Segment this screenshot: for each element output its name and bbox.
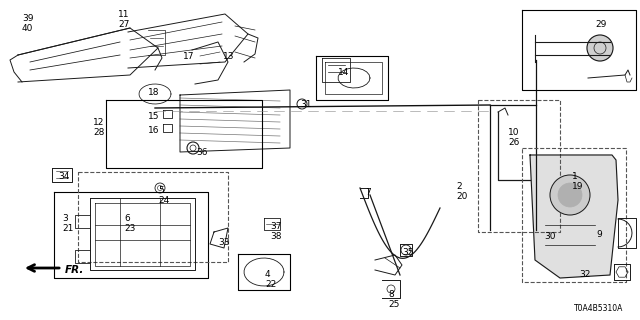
Text: 17: 17 — [183, 52, 195, 61]
Text: 11
27: 11 27 — [118, 10, 129, 29]
Text: 35: 35 — [402, 248, 413, 257]
Text: 34: 34 — [58, 172, 69, 181]
Text: 12
28: 12 28 — [93, 118, 104, 137]
Polygon shape — [530, 155, 618, 278]
Text: T0A4B5310A: T0A4B5310A — [574, 304, 623, 313]
Text: 10
26: 10 26 — [508, 128, 520, 147]
Text: 1
19: 1 19 — [572, 172, 584, 191]
Text: 33: 33 — [218, 238, 230, 247]
Text: 9: 9 — [596, 230, 602, 239]
Text: 2
20: 2 20 — [456, 182, 467, 201]
Text: 32: 32 — [579, 270, 590, 279]
Text: 39
40: 39 40 — [22, 14, 33, 33]
Text: 5
24: 5 24 — [158, 186, 169, 205]
Text: 13: 13 — [223, 52, 234, 61]
Text: 15: 15 — [148, 112, 159, 121]
Text: 18: 18 — [148, 88, 159, 97]
Circle shape — [587, 35, 613, 61]
Text: 37
38: 37 38 — [270, 222, 282, 241]
Circle shape — [550, 175, 590, 215]
Text: FR.: FR. — [65, 265, 84, 275]
Text: 3
21: 3 21 — [62, 214, 74, 233]
Text: 29: 29 — [595, 20, 606, 29]
Circle shape — [558, 183, 582, 207]
Text: 16: 16 — [148, 126, 159, 135]
Text: 14: 14 — [338, 68, 349, 77]
Text: 8
25: 8 25 — [388, 290, 399, 309]
Text: 6
23: 6 23 — [124, 214, 136, 233]
Text: 31: 31 — [300, 100, 312, 109]
Text: 30: 30 — [544, 232, 556, 241]
Text: 7: 7 — [365, 188, 371, 197]
Text: 36: 36 — [196, 148, 207, 157]
Text: 4
22: 4 22 — [265, 270, 276, 289]
